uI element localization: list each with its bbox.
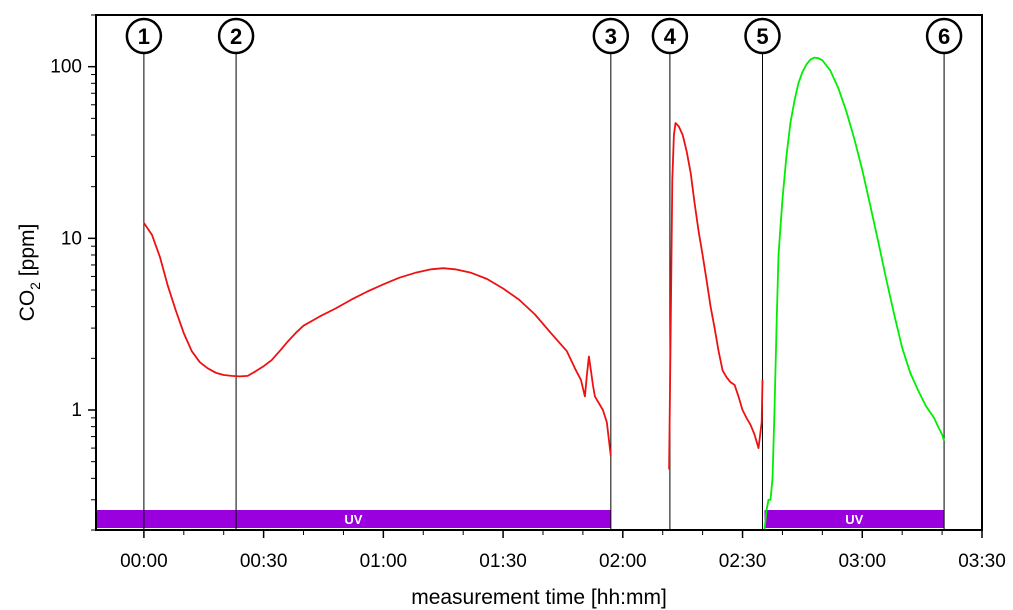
uv-bar-2 bbox=[764, 510, 945, 528]
x-axis-title: measurement time [hh:mm] bbox=[411, 586, 667, 609]
marker-circle-1 bbox=[125, 17, 163, 55]
marker-label-6: 6 bbox=[938, 24, 950, 49]
x-tick-label-00:00: 00:00 bbox=[120, 551, 168, 572]
marker-circle-6 bbox=[925, 17, 963, 55]
marker-circle-4 bbox=[651, 17, 689, 55]
series-line-1 bbox=[143, 222, 612, 457]
marker-label-5: 5 bbox=[756, 24, 768, 49]
axis-ticks: 00:00 00:30 01:00 01:30 02:00 02:30 03:00 03:30… bbox=[50, 14, 1006, 572]
marker-label-2: 2 bbox=[230, 24, 242, 49]
y-tick-label-10: 10 bbox=[61, 228, 82, 249]
x-tick-label-02:00: 02:00 bbox=[599, 551, 647, 572]
uv-label-1: UV bbox=[344, 512, 362, 527]
marker-circle-3 bbox=[592, 17, 630, 55]
uv-label-2: UV bbox=[845, 512, 863, 527]
y-axis-title-subscript: 2 bbox=[27, 282, 43, 290]
series-lines bbox=[143, 56, 945, 531]
marker-circle-5 bbox=[744, 17, 781, 55]
x-tick-label-01:00: 01:00 bbox=[360, 551, 408, 572]
x-tick-label-02:30: 02:30 bbox=[719, 551, 767, 572]
marker-label-3: 3 bbox=[605, 24, 617, 49]
x-tick-label-03:00: 03:00 bbox=[838, 551, 886, 572]
marker-label-1: 1 bbox=[138, 24, 150, 49]
uv-bars: UV UV bbox=[96, 510, 945, 528]
series-line-2 bbox=[668, 122, 764, 470]
series-line-3 bbox=[763, 56, 945, 531]
y-tick-label-100: 100 bbox=[50, 57, 82, 78]
y-axis-title-unit: [ppm] bbox=[16, 224, 39, 282]
marker-badges: 1 2 3 4 5 6 bbox=[125, 17, 963, 55]
y-axis-title-main: CO bbox=[16, 290, 39, 322]
x-tick-label-03:30: 03:30 bbox=[958, 551, 1006, 572]
marker-circle-2 bbox=[217, 17, 255, 55]
y-axis-title: CO2 [ppm] bbox=[16, 224, 43, 322]
marker-label-4: 4 bbox=[664, 24, 677, 49]
y-tick-label-1: 1 bbox=[71, 400, 82, 421]
marker-lines bbox=[143, 35, 945, 530]
x-tick-label-01:30: 01:30 bbox=[479, 551, 527, 572]
plot-frame bbox=[95, 14, 983, 531]
x-tick-label-00:30: 00:30 bbox=[240, 551, 288, 572]
uv-bar-1 bbox=[96, 510, 611, 528]
